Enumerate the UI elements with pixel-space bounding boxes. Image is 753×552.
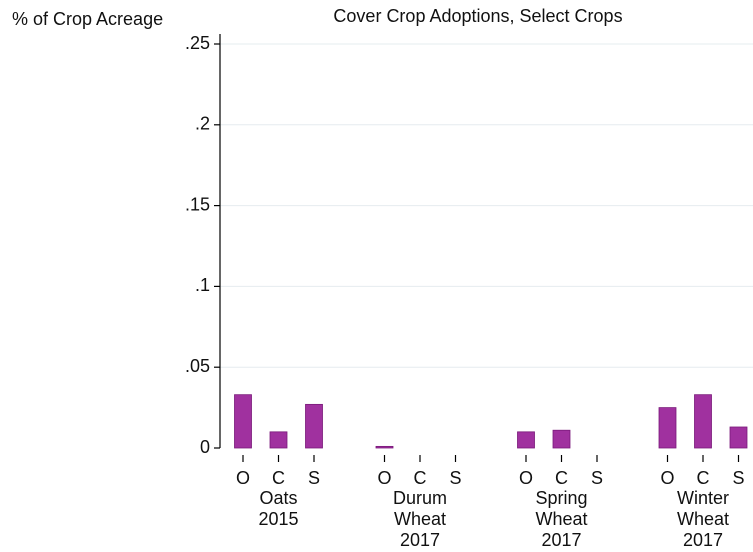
group-label: Wheat [394,509,446,529]
x-tick-label: C [414,468,427,488]
group-label: 2017 [541,530,581,550]
x-tick-label: C [555,468,568,488]
group-label: Wheat [535,509,587,529]
y-tick-label: .25 [185,33,210,53]
x-tick-label: O [236,468,250,488]
y-tick-label: .1 [195,275,210,295]
x-tick-label: S [732,468,744,488]
bar [552,429,571,449]
x-tick-label: S [308,468,320,488]
x-tick-label: S [591,468,603,488]
x-tick-label: O [519,468,533,488]
bar [234,394,252,449]
bar [375,445,394,449]
group-label: Spring [535,488,587,508]
x-tick-label: C [697,468,710,488]
x-tick-label: S [449,468,461,488]
bar [694,394,712,449]
group-label: 2015 [258,509,298,529]
y-axis-label: % of Crop Acreage [12,9,163,29]
group-label: Oats [259,488,297,508]
group-label: 2017 [683,530,723,550]
x-tick-label: O [377,468,391,488]
y-tick-label: .2 [195,114,210,134]
group-label: Wheat [677,509,729,529]
chart-title: Cover Crop Adoptions, Select Crops [333,6,622,26]
bar [305,403,323,449]
y-tick-label: .15 [185,194,210,214]
bar [269,431,288,449]
y-tick-label: .05 [185,356,210,376]
group-label: Durum [393,488,447,508]
y-tick-label: 0 [200,437,210,457]
bar [729,426,748,449]
group-label: Winter [677,488,729,508]
bar [517,431,535,449]
bar [658,407,677,449]
x-tick-label: C [272,468,285,488]
x-tick-label: O [660,468,674,488]
group-label: 2017 [400,530,440,550]
